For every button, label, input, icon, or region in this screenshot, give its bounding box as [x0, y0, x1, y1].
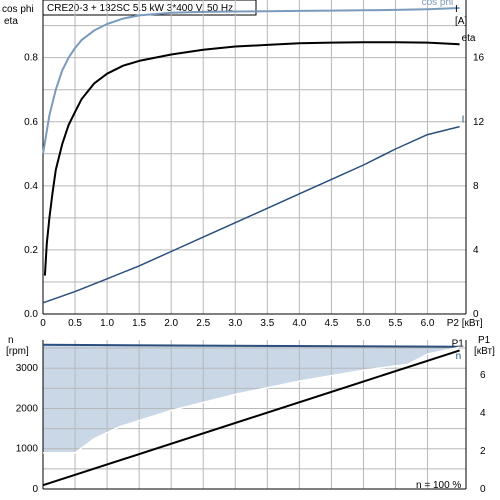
x-tick-label: 2.5: [196, 318, 210, 329]
upper-grid: [42, 0, 466, 315]
upper-right-tick-label: 4: [473, 245, 479, 256]
speed-range-area: [43, 344, 460, 453]
series-line-cos-phi: [42, 7, 460, 154]
series-line-eta: [43, 41, 460, 276]
series-label-I: I: [462, 115, 465, 126]
x-axis-unit-label: P2 [кВт]: [447, 318, 483, 329]
lower-right-axis-label-1: P1: [478, 335, 491, 346]
speed-note: n = 100 %: [416, 480, 461, 491]
lower-area: [43, 344, 460, 453]
x-tick-label: 6.0: [421, 318, 435, 329]
upper-left-tick-label: 0.8: [24, 53, 38, 64]
series-label-eta: eta: [462, 33, 476, 44]
x-tick-label: 2.0: [164, 318, 178, 329]
lower-series: n P1: [42, 338, 465, 487]
lower-left-tick-label: 3000: [16, 363, 39, 374]
upper-right-tick-label: 16: [473, 53, 485, 64]
x-tick-label: 0: [40, 318, 46, 329]
lower-right-tick-label: 2: [480, 446, 486, 457]
lower-ticks: 0 1000 2000 3000 0 2 4 6: [16, 363, 486, 495]
upper-left-tick-label: 0.0: [24, 309, 38, 320]
upper-right-tick-label: 8: [473, 181, 479, 192]
lower-right-tick-label: 6: [480, 370, 486, 381]
lower-left-axis-label-1: n: [8, 335, 14, 346]
x-tick-label: 4.0: [292, 318, 306, 329]
x-tick-label: 1.5: [132, 318, 146, 329]
lower-frame: [42, 340, 467, 490]
x-tick-label: 1.0: [100, 318, 114, 329]
lower-right-tick-label: 0: [480, 484, 486, 495]
upper-right-tick-label: 12: [473, 117, 485, 128]
lower-right-axis-label-2: [кВт]: [474, 346, 495, 357]
x-tick-label: 4.5: [324, 318, 338, 329]
lower-right-tick-label: 4: [480, 408, 486, 419]
upper-left-tick-label: 0.2: [24, 245, 38, 256]
upper-right-tick-label: 0: [473, 309, 479, 320]
series-label-cos-phi: cos phi: [422, 0, 454, 8]
series-line-P1: [42, 349, 460, 487]
chart-title: CRE20-3 + 132SC 5.5 kW 3*400 V, 50 Hz: [47, 3, 233, 14]
upper-ticks: 0 0.5 1.0 1.5 2.0 2.5 3.0 3.5 4.0 4.5 5.0 5.5 6.0 0.0…: [24, 53, 484, 329]
lower-left-tick-label: 2000: [16, 403, 39, 414]
upper-frame: [42, 0, 467, 315]
lower-chart: n P1 0 1000 2000 3000 0 2 4 6 n [rpm] P1 [кВт] n…: [6, 335, 495, 495]
upper-series: cos phi eta I: [42, 0, 476, 304]
series-line-n: [43, 346, 460, 454]
upper-left-tick-label: 0.6: [24, 117, 38, 128]
series-label-n: n: [456, 351, 462, 362]
lower-left-axis-label-2: [rpm]: [6, 346, 29, 357]
series-label-P1: P1: [452, 338, 465, 349]
x-tick-label: 3.5: [260, 318, 274, 329]
upper-right-axis-label-1: I: [455, 4, 458, 15]
x-tick-label: 5.5: [389, 318, 403, 329]
upper-left-axis-label-1: cos phi: [2, 4, 34, 15]
lower-left-tick-label: 1000: [16, 444, 39, 455]
x-tick-label: 5.0: [357, 318, 371, 329]
x-tick-label: 0.5: [68, 318, 82, 329]
max-speed-line: [42, 343, 460, 348]
lower-left-tick-label: 0: [32, 484, 38, 495]
series-line-I: [42, 125, 460, 304]
x-tick-label: 3.0: [228, 318, 242, 329]
upper-left-tick-label: 0.4: [24, 181, 38, 192]
upper-left-axis-label-2: eta: [4, 16, 18, 27]
upper-right-axis-label-2: [A]: [455, 16, 467, 27]
